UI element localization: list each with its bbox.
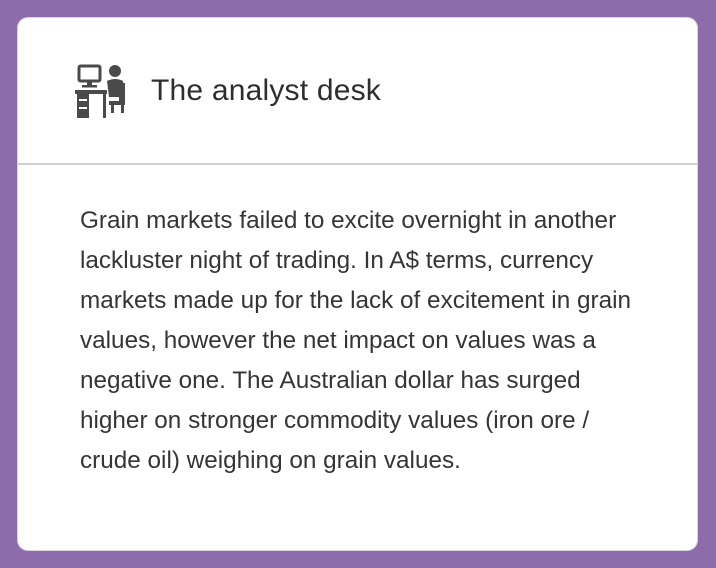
card-body: Grain markets failed to excite overnight… [18, 165, 697, 481]
analyst-desk-icon [75, 64, 125, 118]
analyst-desk-card: The analyst desk Grain markets failed to… [18, 18, 697, 550]
card-header: The analyst desk [18, 18, 697, 165]
card-title: The analyst desk [151, 73, 381, 107]
analyst-commentary: Grain markets failed to excite overnight… [80, 207, 631, 474]
